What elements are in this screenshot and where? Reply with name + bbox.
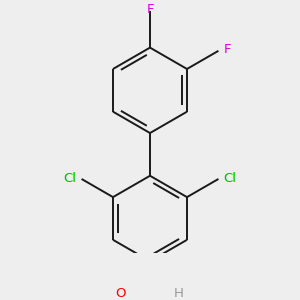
Text: Cl: Cl xyxy=(224,172,237,184)
Text: F: F xyxy=(224,44,231,56)
Text: O: O xyxy=(116,287,126,300)
Text: H: H xyxy=(174,287,184,300)
Text: F: F xyxy=(146,3,154,16)
Text: Cl: Cl xyxy=(63,172,76,184)
